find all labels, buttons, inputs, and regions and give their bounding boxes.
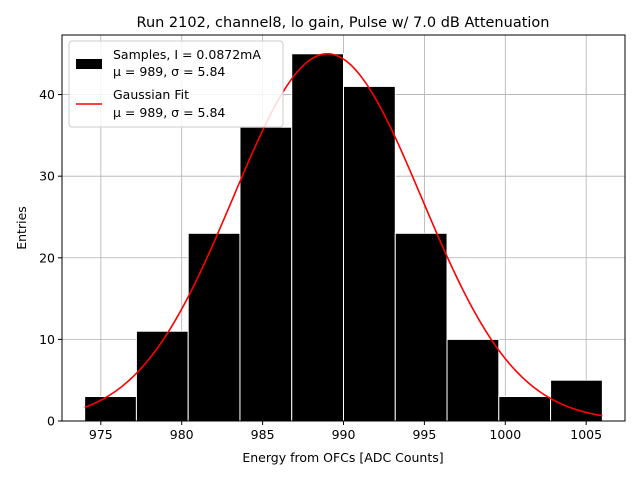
y-tick-label: 0 [47, 414, 55, 429]
y-tick-label: 20 [39, 250, 55, 265]
x-tick-label: 1005 [570, 427, 602, 442]
histogram-bar [498, 396, 552, 422]
histogram-bar [446, 338, 500, 422]
legend-label-samples: Samples, I = 0.0872mA [113, 47, 261, 62]
histogram-bar [239, 126, 293, 422]
y-tick-label: 10 [39, 332, 55, 347]
x-tick-label: 985 [251, 427, 275, 442]
x-tick-label: 990 [332, 427, 356, 442]
x-tick-label: 995 [412, 427, 436, 442]
legend-detail-samples: μ = 989, σ = 5.84 [113, 64, 225, 79]
histogram-bars [84, 53, 603, 422]
histogram-bar [84, 396, 137, 422]
x-tick-label: 975 [89, 427, 113, 442]
histogram-bar [187, 232, 241, 422]
legend: Samples, I = 0.0872mA μ = 989, σ = 5.84 … [68, 40, 284, 128]
x-tick-label: 1000 [489, 427, 521, 442]
histogram-bar [291, 53, 345, 422]
x-tick-label: 980 [170, 427, 194, 442]
y-axis-ticks: 0 10 20 30 40 [39, 87, 62, 429]
legend-detail-fit: μ = 989, σ = 5.84 [113, 105, 225, 120]
y-axis-label: Entries [14, 206, 29, 250]
histogram-bar [343, 85, 396, 422]
legend-box [68, 40, 284, 128]
y-tick-label: 40 [39, 87, 55, 102]
histogram-bar [394, 232, 448, 422]
x-axis-label: Energy from OFCs [ADC Counts] [242, 450, 443, 465]
histogram-bar [135, 330, 189, 422]
chart-title: Run 2102, channel8, lo gain, Pulse w/ 7.… [137, 15, 550, 31]
legend-label-fit: Gaussian Fit [113, 87, 189, 102]
gaussian-fit-curve [84, 52, 603, 417]
y-tick-label: 30 [39, 169, 55, 184]
x-axis-ticks: 975 980 985 990 995 1000 1005 [89, 421, 602, 442]
legend-swatch-samples [76, 59, 102, 69]
